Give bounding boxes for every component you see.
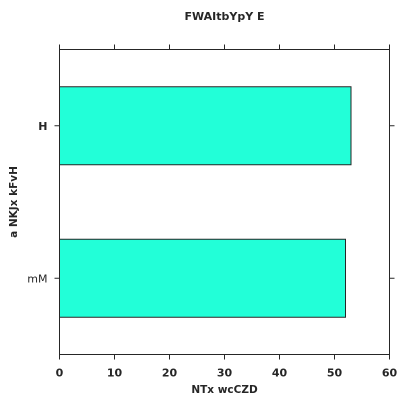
x-tick-label-50: 50: [327, 367, 343, 380]
x-axis-ticks: 0 10 20 30 40 50 60: [56, 44, 398, 380]
chart-title: FWAItbYpY E: [184, 10, 264, 23]
x-tick-label-60: 60: [382, 367, 398, 380]
x-tick-label-30: 30: [217, 367, 233, 380]
y-axis-label: a NKJx kFvH: [8, 166, 20, 238]
bar-mM: [59, 238, 346, 318]
bar-H: [59, 86, 352, 166]
x-tick-label-0: 0: [56, 367, 64, 380]
y-tick-label-mM: mM: [27, 272, 47, 285]
x-tick-label-40: 40: [272, 367, 288, 380]
x-tick-label-20: 20: [162, 367, 178, 380]
y-axis-ticks: mM H: [27, 120, 395, 285]
x-tick-label-10: 10: [107, 367, 123, 380]
y-tick-label-H: H: [38, 120, 47, 133]
bars-layer: [59, 86, 352, 318]
x-axis-label: NTx wcCZD: [191, 384, 258, 396]
